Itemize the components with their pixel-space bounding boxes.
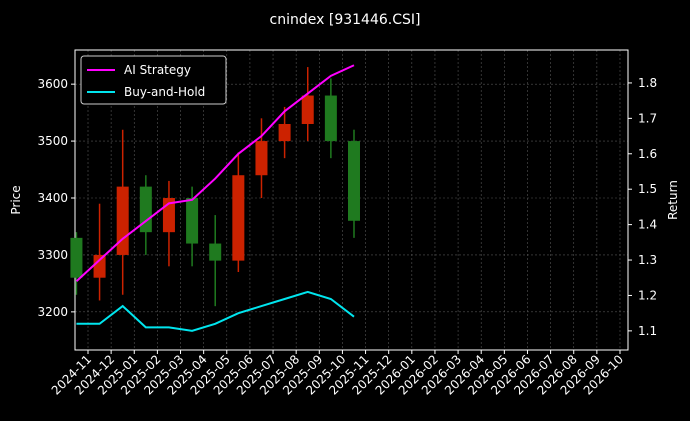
candle-body bbox=[209, 243, 222, 261]
line-series bbox=[75, 64, 355, 283]
y2-tick-label: 1.8 bbox=[638, 76, 657, 90]
y2-axis-label: Return bbox=[666, 180, 680, 220]
candle-body bbox=[255, 141, 268, 176]
y2-tick-label: 1.5 bbox=[638, 182, 657, 196]
candle-body bbox=[301, 95, 314, 125]
y2-tick-label: 1.1 bbox=[638, 324, 657, 338]
candle-body bbox=[324, 95, 337, 142]
plot-frame bbox=[74, 49, 629, 351]
candle-body bbox=[116, 186, 129, 255]
y2-tick-label: 1.4 bbox=[638, 218, 657, 232]
candle-body bbox=[139, 186, 152, 233]
y-axis-label: Price bbox=[9, 185, 23, 214]
y2-tick-label: 1.3 bbox=[638, 253, 657, 267]
candle-body bbox=[70, 237, 83, 278]
candle-body bbox=[232, 175, 245, 261]
line-series bbox=[76, 290, 355, 332]
candle-body bbox=[278, 124, 291, 142]
candle-body bbox=[186, 198, 199, 244]
y-tick-label: 3500 bbox=[37, 134, 68, 148]
legend-label: AI Strategy bbox=[124, 63, 191, 77]
legend-box bbox=[80, 55, 227, 105]
y-tick-label: 3300 bbox=[37, 248, 68, 262]
y-tick-label: 3200 bbox=[37, 305, 68, 319]
candle-body bbox=[93, 254, 106, 278]
y2-tick-label: 1.7 bbox=[638, 111, 657, 125]
legend-label: Buy-and-Hold bbox=[124, 85, 205, 99]
y-tick-label: 3600 bbox=[37, 77, 68, 91]
y-tick-label: 3400 bbox=[37, 191, 68, 205]
chart-title: cnindex [931446.CSI] bbox=[270, 12, 421, 28]
y2-tick-label: 1.2 bbox=[638, 288, 657, 302]
y2-tick-label: 1.6 bbox=[638, 147, 657, 161]
candle-body bbox=[347, 141, 360, 221]
